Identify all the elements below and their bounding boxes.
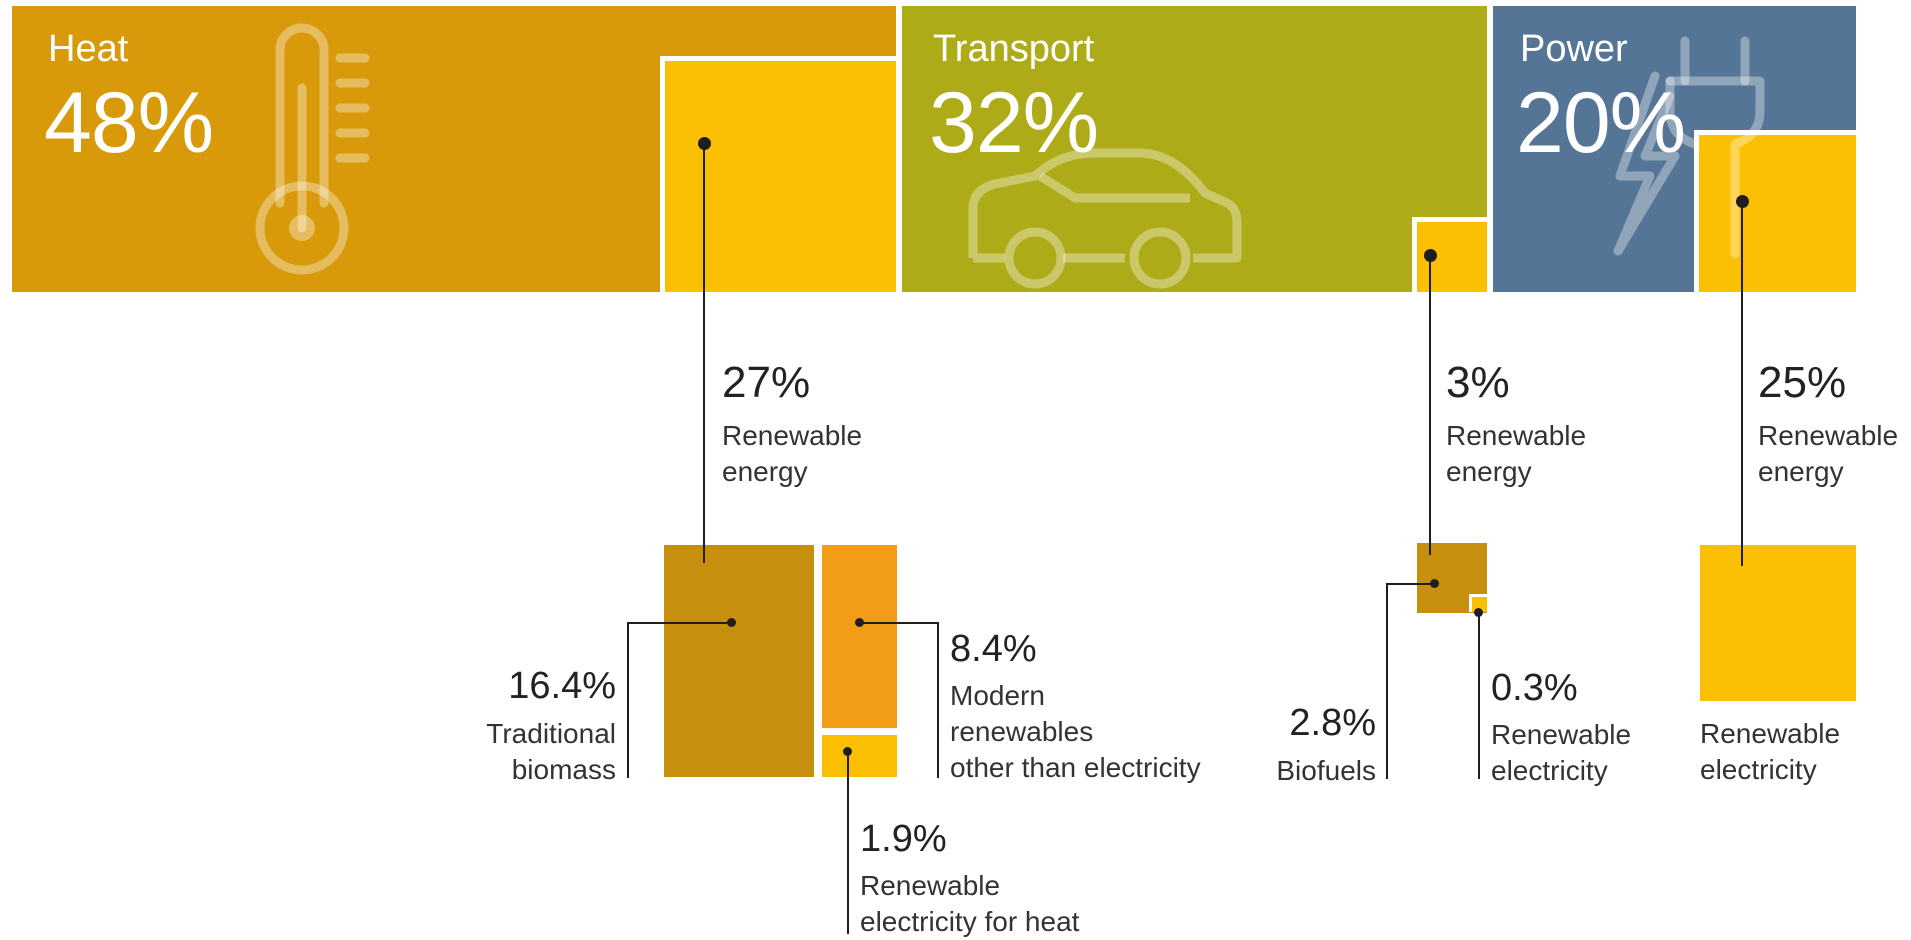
transport-electricity-value: 0.3%: [1491, 667, 1578, 709]
traditional-biomass-block: [664, 545, 814, 777]
biofuels-line-v: [1386, 583, 1388, 779]
modern-renewables-value: 8.4%: [950, 628, 1037, 670]
modern-renewables-line-h: [860, 622, 938, 624]
modern-renewables-dot: [855, 618, 864, 627]
transport-electricity-line: [1478, 612, 1480, 779]
transport-electricity-label: Renewable electricity: [1491, 719, 1632, 786]
car-icon: [968, 148, 1242, 289]
biofuels-line-h: [1386, 583, 1434, 585]
power-renewable-block: [1694, 130, 1856, 292]
heat-connector-line: [703, 143, 705, 563]
power-renewable-electricity-block: [1700, 545, 1856, 701]
heat-renewable-label: Renewable energy: [722, 420, 863, 487]
traditional-biomass-value: 16.4%: [508, 665, 616, 707]
renewable-electricity-heat-block: [822, 735, 897, 777]
power-electricity-label: Renewable electricity: [1700, 718, 1841, 785]
power-renewable-share: 25%: [1758, 358, 1847, 407]
transport-electricity-block: [1469, 594, 1487, 612]
modern-renewables-line-v: [937, 622, 939, 778]
biofuels-label: Biofuels: [1276, 755, 1376, 786]
transport-renewable-share: 3%: [1446, 358, 1510, 407]
traditional-biomass-line-h: [627, 622, 731, 624]
electricity-heat-label: Renewable electricity for heat: [860, 870, 1080, 937]
power-title: Power: [1520, 28, 1628, 70]
heat-renewable-block: [660, 56, 896, 292]
heat-title: Heat: [48, 28, 129, 70]
heat-renewable-share: 27%: [722, 358, 811, 407]
transport-title: Transport: [933, 28, 1095, 70]
electricity-heat-line: [847, 751, 849, 934]
traditional-biomass-line-v: [627, 622, 629, 778]
electricity-heat-value: 1.9%: [860, 818, 947, 860]
power-connector-line: [1741, 201, 1743, 566]
transport-block: [902, 6, 1487, 292]
power-renewable-label: Renewable energy: [1758, 420, 1899, 487]
traditional-biomass-dot: [727, 618, 736, 627]
transport-connector-line: [1429, 255, 1431, 555]
transport-renewable-label: Renewable energy: [1446, 420, 1587, 487]
modern-renewables-label: Modern renewables other than electricity: [950, 680, 1201, 783]
thermometer-icon: [255, 23, 370, 275]
plug-lightning-icon: [1613, 36, 1765, 259]
transport-share: 32%: [929, 75, 1099, 171]
power-share: 20%: [1516, 75, 1686, 171]
modern-renewables-block: [822, 545, 897, 728]
biofuels-dot: [1430, 579, 1439, 588]
heat-share: 48%: [44, 75, 214, 171]
biofuels-value: 2.8%: [1289, 702, 1376, 744]
traditional-biomass-label: Traditional biomass: [486, 718, 616, 785]
